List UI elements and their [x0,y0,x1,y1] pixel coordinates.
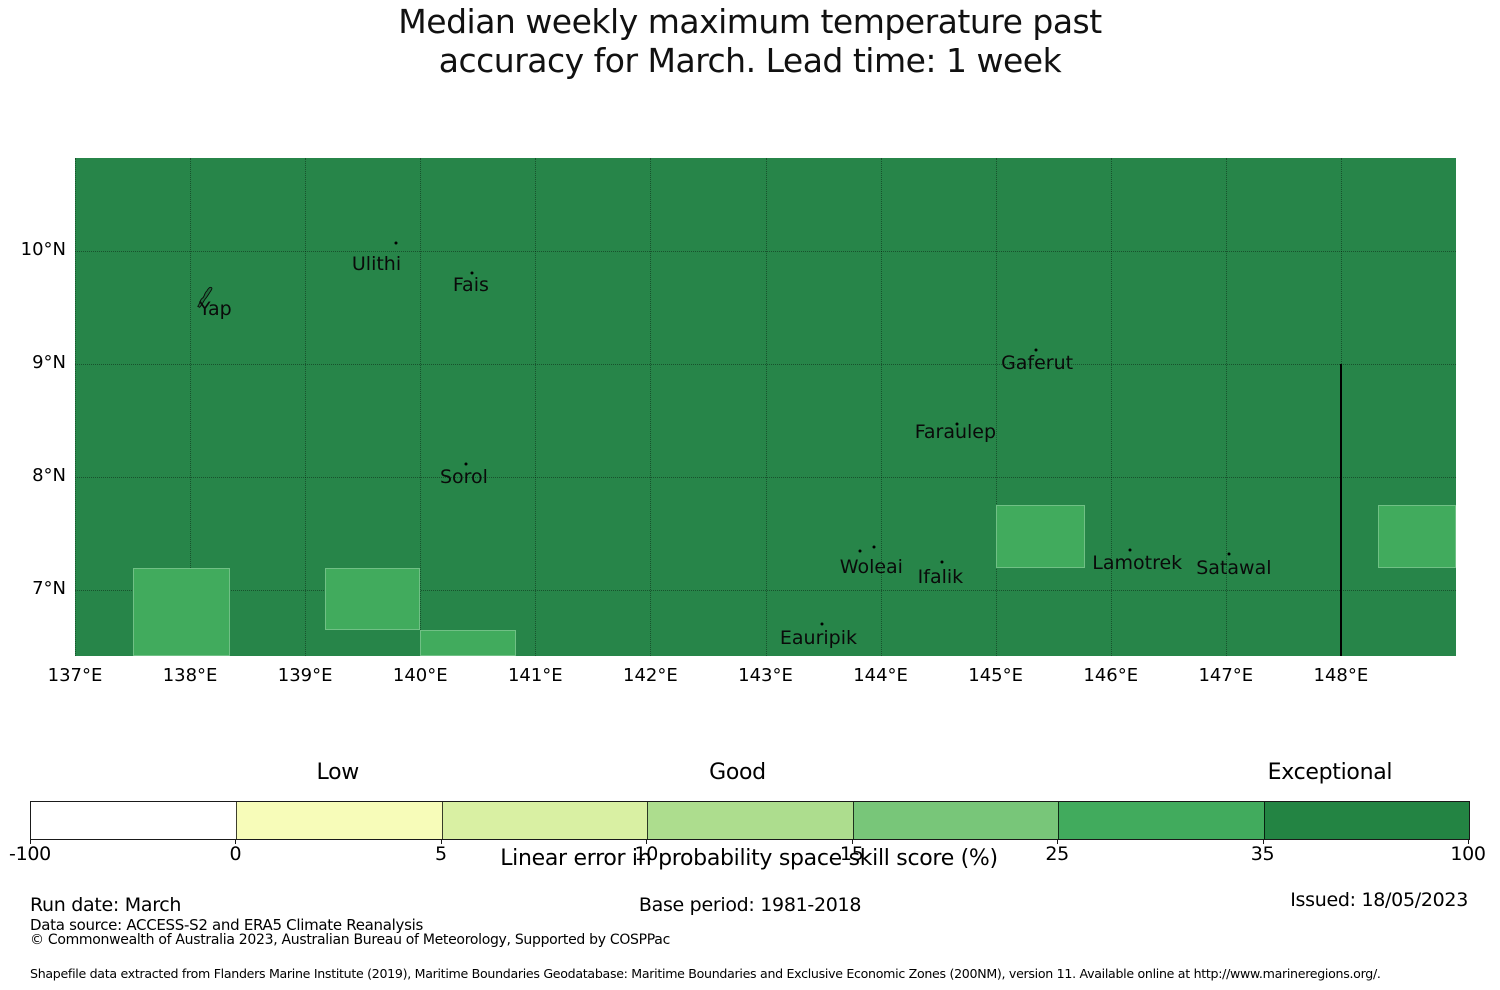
colorbar-category-low: Low [316,760,360,785]
colorbar-segment-35-to-100 [1263,802,1469,839]
island-label-woleai: Woleai [839,555,903,578]
gridline-lon-147 [1225,158,1227,656]
gridline-lon-137 [75,158,76,656]
maritime-boundary-line [1339,363,1342,656]
island-label-gaferut: Gaferut [1001,351,1074,374]
gridline-lon-139 [305,158,307,656]
x-tick-label: 140°E [392,665,448,686]
island-marker-woleai-2 [872,545,876,549]
gridline-lat-10 [75,250,1456,252]
issued-date-text: Issued: 18/05/2023 [1290,889,1468,911]
y-tick-label: 7°N [32,578,66,600]
colorbar-category-good: Good [709,760,766,785]
island-label-yap: Yap [199,297,232,320]
island-marker-gaferut [1034,348,1038,352]
copyright-text: © Commonwealth of Australia 2023, Austra… [30,932,670,948]
x-tick-label: 137°E [47,665,103,686]
gridline-lat-8 [75,477,1456,479]
chart-title: Median weekly maximum temperature past a… [0,2,1500,80]
island-label-eauripik: Eauripik [779,626,857,649]
colorbar-tickmark [1057,839,1059,844]
colorbar-tickmark [1468,839,1469,844]
gridline-lon-143 [765,158,767,656]
gridline-lon-146 [1110,158,1112,656]
x-tick-label: 143°E [738,665,793,686]
colorbar-tickmark [1262,839,1264,844]
gridline-lon-145 [995,158,997,656]
colorbar-tickmark [30,839,31,844]
island-label-faraulep: Faraulep [914,420,997,443]
island-label-fais: Fais [452,273,489,296]
gridline-lon-144 [880,158,882,656]
colorbar-tickmark [440,839,442,844]
island-marker-faraulep [955,422,959,426]
colorbar-tickmark [235,839,237,844]
map-cell [324,567,421,630]
colorbar [30,801,1470,840]
colorbar-segment-0-to-5 [236,802,442,839]
island-marker-ifalik [940,560,944,564]
x-tick-label: 142°E [623,665,678,686]
island-marker-lamotrek [1128,548,1132,552]
run-date-text: Run date: March [30,894,182,916]
gridline-lon-138 [190,158,192,656]
colorbar-tick-label: 10 [634,843,659,865]
colorbar-segment-10-to-15 [647,802,853,839]
colorbar-category-exceptional: Exceptional [1267,760,1393,785]
island-marker-woleai [858,549,862,553]
island-marker-eauripik [820,622,824,626]
x-tick-label: 148°E [1313,665,1369,686]
chart-title-line1: Median weekly maximum temperature past [398,2,1102,41]
x-tick-label: 147°E [1198,665,1254,686]
y-tick-label: 10°N [20,238,66,260]
colorbar-segment-15-to-25 [852,802,1059,839]
x-tick-label: 145°E [968,665,1024,686]
map-cell [1377,505,1456,568]
y-tick-label: 8°N [32,465,66,487]
map-cell [420,629,516,656]
map-cell [995,505,1086,568]
colorbar-tick-label: 25 [1045,843,1069,865]
gridline-lat-9 [75,363,1456,365]
gridline-lon-142 [650,158,652,656]
y-tick-label: 9°N [32,351,66,373]
colorbar-tick-label: 15 [839,843,864,865]
map-plot-area: Yap Ulithi Fais Sorol Gaferut Faraulep Woleai I… [75,158,1456,656]
island-marker-satawal [1227,552,1231,556]
x-tick-label: 138°E [162,665,218,686]
x-tick-label: 146°E [1083,665,1139,686]
map-cell [132,567,231,656]
island-label-ifalik: Ifalik [917,565,964,588]
x-tick-label: 144°E [853,665,908,686]
colorbar-tick-label: 35 [1250,843,1275,865]
colorbar-segment-25-to-35 [1058,802,1264,839]
island-label-sorol: Sorol [439,466,488,489]
chart-title-line2: accuracy for March. Lead time: 1 week [438,41,1062,80]
colorbar-tick-label: 5 [434,843,447,865]
base-period-text: Base period: 1981-2018 [638,894,862,916]
island-label-ulithi: Ulithi [351,253,402,276]
island-label-satawal: Satawal [1196,556,1272,579]
x-tick-label: 141°E [507,665,563,686]
gridline-lon-141 [535,158,537,656]
gridline-lat-7 [75,590,1456,592]
gridline-lon-140 [420,158,422,656]
shapefile-attribution-text: Shapefile data extracted from Flanders M… [30,966,1381,981]
colorbar-tickmark [646,839,648,844]
x-tick-label: 139°E [277,665,333,686]
colorbar-tick-label: 0 [229,843,242,865]
colorbar-tick-label: -100 [9,843,51,865]
colorbar-tickmark [851,839,853,844]
island-marker-ulithi [394,241,398,245]
data-source-text: Data source: ACCESS-S2 and ERA5 Climate … [30,916,423,934]
island-marker-sorol [464,462,468,466]
colorbar-tick-label: 100 [1450,843,1486,865]
colorbar-segment-5-to-10 [441,802,648,839]
colorbar-segment--100-to-0 [31,802,237,839]
island-label-lamotrek: Lamotrek [1092,552,1183,575]
island-marker-fais [470,271,474,275]
island-outline-yap [197,287,213,309]
colorbar-caption: Linear error in probability space skill … [500,846,998,871]
